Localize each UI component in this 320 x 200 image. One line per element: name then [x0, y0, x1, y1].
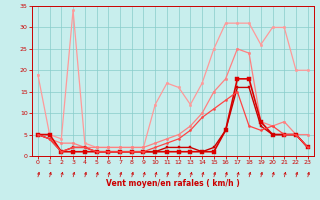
X-axis label: Vent moyen/en rafales ( km/h ): Vent moyen/en rafales ( km/h )	[106, 179, 240, 188]
